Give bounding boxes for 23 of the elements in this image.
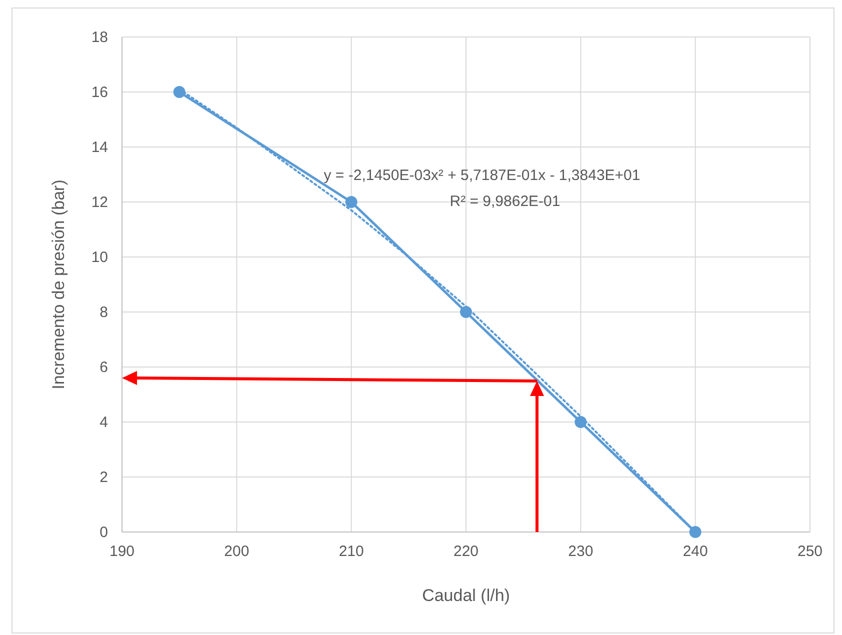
y-tick-label: 0 [100, 524, 108, 541]
y-tick-label: 4 [100, 414, 108, 431]
y-tick-label: 18 [91, 29, 108, 46]
x-tick-label: 250 [797, 543, 823, 560]
annotation: y = -2,1450E-03x² + 5,7187E-01x - 1,3843E+01 [324, 167, 640, 184]
annotation: R² = 9,9862E-01 [450, 193, 560, 210]
point [689, 526, 702, 538]
x-tick-label: 210 [338, 543, 364, 560]
y-tick-label: 2 [100, 469, 108, 486]
point [345, 196, 358, 208]
y-tick-label: 6 [100, 359, 108, 376]
y-tick-label: 14 [91, 139, 108, 156]
x-tick-label: 190 [109, 543, 135, 560]
x-tick-label: 230 [568, 543, 594, 560]
y-axis-title: Incremento de presión (bar) [49, 180, 68, 390]
x-tick-label: 200 [224, 543, 250, 560]
x-axis-title: Caudal (l/h) [422, 586, 510, 605]
y-tick-label: 12 [91, 194, 108, 211]
y-tick-label: 16 [91, 84, 108, 101]
y-tick-label: 8 [100, 304, 108, 321]
y-tick-label: 10 [91, 249, 108, 266]
x-tick-label: 240 [682, 543, 708, 560]
x-tick-label: 220 [453, 543, 479, 560]
